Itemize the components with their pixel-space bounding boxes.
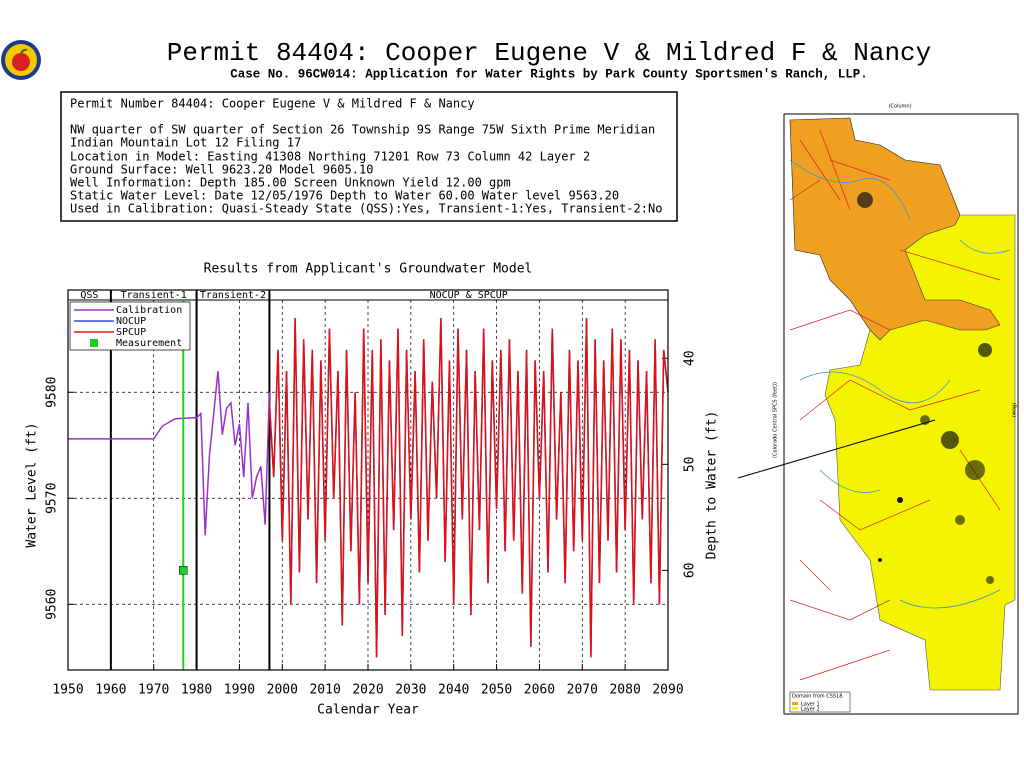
x-tick-label: 2070 [567,683,598,698]
y2-tick-label: 40 [683,350,698,366]
x-tick-label: 2050 [481,683,512,698]
info-line: NW quarter of SW quarter of Section 26 T… [70,123,655,137]
x-tick-label: 2010 [309,683,340,698]
x-tick-label: 2090 [652,683,683,698]
map: (Column) (Row) (Colorado Central SPCS (fee… [773,104,1019,715]
streams [789,159,1011,609]
pointer-line [737,419,936,479]
legend-label: Measurement [116,338,182,349]
map-label: Domain from CSS18. [792,694,844,700]
map-label: (Colorado Central SPCS (feet)) [773,382,779,458]
x-tick-label: 1980 [181,683,212,698]
roads [789,129,1001,681]
legend-swatch [90,339,98,347]
x-axis-label: Calendar Year [317,703,419,718]
period-label: QSS [80,290,98,301]
legend-label: SPCUP [116,327,146,338]
info-lines: Permit Number 84404: Cooper Eugene V & M… [70,97,662,216]
series-line [268,318,669,658]
y-tick-label: 9580 [45,377,60,408]
y-axis-label: Water Level (ft) [25,422,40,547]
y-tick-label: 9570 [45,483,60,514]
period-label: Transient-1 [121,290,187,301]
info-line: Indian Mountain Lot 12 Filing 17 [70,136,301,150]
map-labels: (Column) (Row) (Colorado Central SPCS (fee… [773,104,1017,713]
info-line: Permit Number 84404: Cooper Eugene V & M… [70,97,475,111]
info-line: Used in Calibration: Quasi-Steady State … [70,202,662,216]
map-label: (Row) [1011,403,1017,417]
x-tick-label: 2080 [609,683,640,698]
x-tick-label: 2020 [352,683,383,698]
y-tick-label: 9560 [45,589,60,620]
x-tick-label: 1960 [95,683,126,698]
x-tick-label: 1950 [52,683,83,698]
x-tick-label: 2060 [524,683,555,698]
page-subtitle: Case No. 96CW014: Application for Water … [230,67,868,81]
period-label: Transient-2 [200,290,266,301]
logo [1,40,41,80]
chart-title: Results from Applicant's Groundwater Mod… [204,262,533,277]
x-tick-label: 2000 [267,683,298,698]
info-line: Ground Surface: Well 9623.20 Model 9605.… [70,163,373,177]
map-label: (Column) [888,104,911,110]
x-tick-label: 2030 [395,683,426,698]
wells [857,192,994,584]
x-tick-label: 2040 [438,683,469,698]
series-line [68,370,271,536]
page-title: Permit 84404: Cooper Eugene V & Mildred … [167,38,932,68]
period-label: NOCUP & SPCUP [430,290,508,301]
layer-1-region [789,117,1001,341]
y2-axis-label: Depth to Water (ft) [705,411,720,560]
chart: Results from Applicant's Groundwater Mod… [25,262,720,718]
plot-frame [67,289,669,671]
info-box [60,91,678,222]
info-line: Well Information: Depth 185.00 Screen Un… [70,176,511,190]
legend-label: NOCUP [116,316,146,327]
map-label: Layer 1 [801,702,820,708]
info-line: Static Water Level: Date 12/05/1976 Dept… [70,189,619,203]
legend-label: Calibration [116,305,182,316]
x-tick-label: 1990 [224,683,255,698]
y2-tick-label: 50 [683,456,698,472]
info-line: Location in Model: Easting 41308 Northin… [70,150,590,164]
y2-tick-label: 60 [683,563,698,579]
map-label: Layer 2 [801,707,820,713]
measurement-point [179,566,188,575]
x-tick-label: 1970 [138,683,169,698]
